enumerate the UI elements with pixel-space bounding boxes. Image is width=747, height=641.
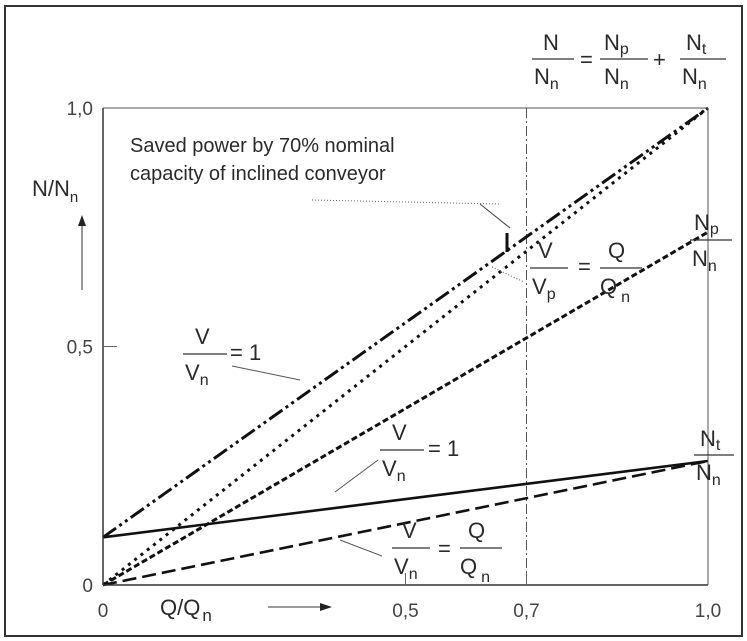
y-tick-label: 1,0 [67,99,93,120]
svg-text:Np: Np [694,210,719,238]
series-line-total-var-speed [102,106,709,587]
x-tick-label: 1,0 [695,601,721,622]
svg-text:=: = [438,536,451,561]
svg-text:Vn: Vn [185,360,209,389]
svg-text:= 1: = 1 [428,436,459,461]
svg-text:=: = [578,254,591,279]
y-axis-arrow-head [78,215,86,226]
svg-text:Qn: Qn [600,274,630,306]
svg-text:Nt: Nt [700,426,721,454]
v-vn-equals-1-upper-label: V Vn = 1 [183,324,301,389]
svg-text:=: = [580,47,593,72]
x-tick-label: 0 [98,601,109,622]
svg-text:Nn: Nn [604,64,629,93]
y-tick-label: 0 [82,576,93,597]
y-axis-label: N/Nn [32,176,78,206]
svg-text:Nn: Nn [534,64,559,93]
power-equation: N Nn = Np Nn + Nt Nn [532,30,726,93]
saved-power-text-line1: Saved power by 70% nominal [130,135,395,157]
x-tick-label: 0,7 [513,601,539,622]
series-layer [102,106,709,587]
svg-text:Q: Q [608,238,625,263]
np-series-label: Np Nn [690,210,732,275]
svg-text:Np: Np [604,30,629,58]
svg-text:V: V [392,420,407,445]
svg-text:Nn: Nn [696,460,721,489]
series-line-total-const-speed [102,106,709,539]
svg-text:Qn: Qn [460,554,490,586]
svg-text:V: V [195,324,210,349]
series-line-nt-const-speed [102,459,709,539]
svg-text:Nn: Nn [682,64,707,93]
x-axis-arrow-head [320,603,332,611]
saved-power-leader [311,199,501,205]
saved-power-text-line2: capacity of inclined conveyor [130,163,386,185]
svg-text:N: N [543,30,559,55]
saved-power-leader-end [479,203,511,229]
svg-text:= 1: = 1 [230,340,261,365]
svg-text:+: + [653,47,666,72]
svg-text:Nn: Nn [692,246,717,275]
nt-series-label: Nt Nn [694,426,734,489]
svg-text:Q: Q [468,518,485,543]
svg-text:V: V [538,238,553,263]
svg-text:Vn: Vn [394,554,418,583]
tick-layer: 0 0,5 0,7 1,0 0 0,5 1,0 [67,99,722,622]
y-tick-label: 0,5 [67,338,93,359]
x-axis-label: Q/Q n [160,595,212,625]
svg-text:Vp: Vp [532,274,556,303]
svg-text:Vn: Vn [382,456,406,485]
series-line-nt-var-speed [102,459,709,587]
x-tick-label: 0,5 [392,601,418,622]
figure-frame [4,5,743,637]
svg-text:V: V [402,518,417,543]
v-vn-equals-1-lower-label: V Vn = 1 [334,420,459,493]
svg-text:Nt: Nt [686,30,707,58]
